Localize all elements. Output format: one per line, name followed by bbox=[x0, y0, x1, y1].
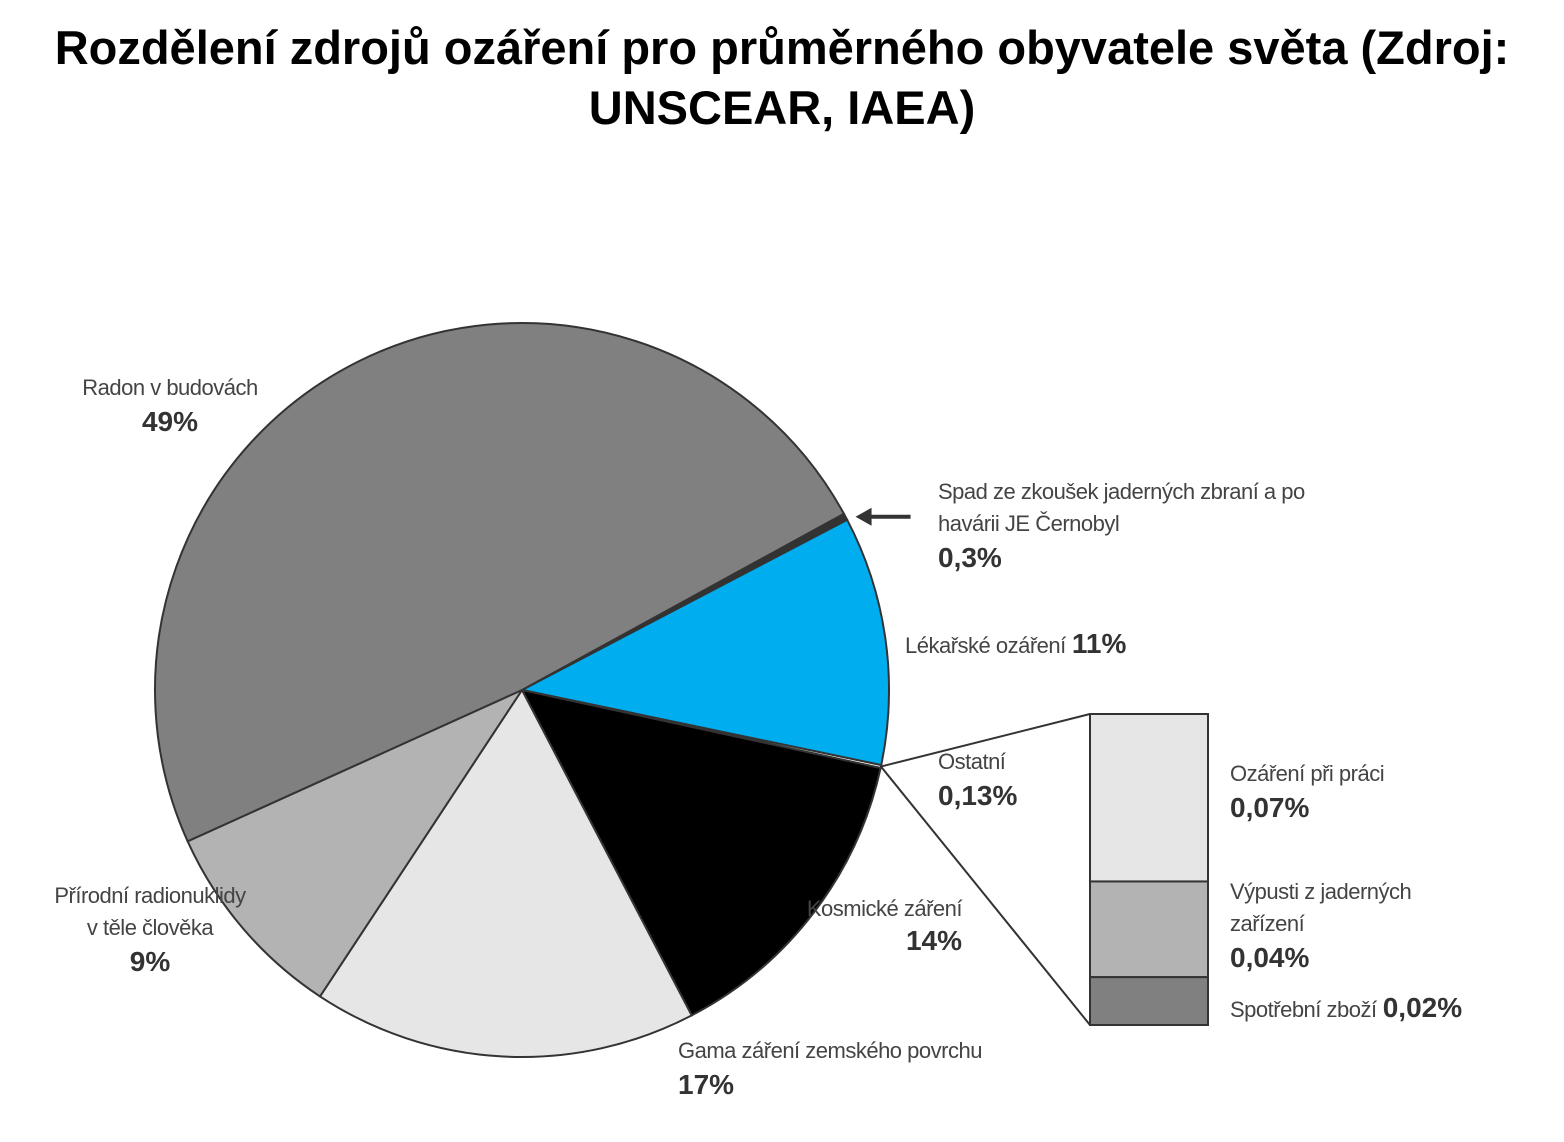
breakdown-label: Spotřební zboží 0,02% bbox=[1230, 992, 1560, 1026]
value-label: 0,04% bbox=[1230, 942, 1310, 973]
connector bbox=[880, 765, 1091, 1026]
category-name: Přírodní radionuklidy v těle člověka bbox=[54, 883, 246, 940]
category-name: Ozáření při práci bbox=[1230, 761, 1385, 786]
slice-label: Lékařské ozáření 11% bbox=[905, 628, 1225, 662]
value-label: 9% bbox=[129, 946, 171, 977]
category-name: Výpusti z jaderných zařízení bbox=[1230, 879, 1412, 936]
slice-label: Kosmické záření 14% bbox=[800, 893, 963, 959]
category-name: Ostatní bbox=[938, 749, 1006, 774]
pie-slice bbox=[519, 518, 890, 767]
arrow-head bbox=[855, 507, 872, 526]
category-name: Spad ze zkoušek jaderných zbraní a po ha… bbox=[938, 479, 1305, 536]
value-label: 0,07% bbox=[1230, 792, 1310, 823]
category-name: Spotřební zboží bbox=[1230, 997, 1377, 1022]
slice-label: Přírodní radionuklidy v těle člověka 9% bbox=[50, 880, 250, 980]
connector bbox=[880, 713, 1091, 768]
value-label: 14% bbox=[905, 925, 962, 956]
slice-label: Spad ze zkoušek jaderných zbraní a po ha… bbox=[938, 476, 1358, 576]
breakdown-label: Výpusti z jaderných zařízení 0,04% bbox=[1230, 876, 1490, 976]
value-label: 17% bbox=[678, 1069, 735, 1100]
pie-slice bbox=[520, 688, 882, 1017]
breakdown-label: Ozáření při práci 0,07% bbox=[1230, 758, 1490, 826]
value-label: 11% bbox=[1071, 628, 1127, 659]
value-label: 0,3% bbox=[938, 542, 1002, 573]
slice-label: Ostatní 0,13% bbox=[938, 746, 1088, 814]
value-label: 49% bbox=[141, 406, 199, 437]
chart-title: Rozdělení zdrojů ozáření pro průměrného … bbox=[54, 21, 1510, 134]
breakdown-segment bbox=[1089, 713, 1209, 883]
category-name: Gama záření zemského povrchu bbox=[678, 1038, 982, 1063]
pie-slice bbox=[154, 322, 846, 843]
slice-label: Radon v budovách 49% bbox=[50, 372, 290, 440]
breakdown-segment bbox=[1089, 880, 1209, 979]
category-name: Kosmické záření bbox=[806, 896, 963, 921]
pie-slice bbox=[318, 688, 694, 1058]
value-label: 0,02% bbox=[1382, 992, 1463, 1023]
breakdown-segment bbox=[1089, 976, 1209, 1027]
category-name: Lékařské ozáření bbox=[905, 633, 1066, 658]
pie-slice bbox=[186, 687, 525, 998]
slice-label: Gama záření zemského povrchu 17% bbox=[678, 1035, 1098, 1103]
category-name: Radon v budovách bbox=[82, 375, 258, 400]
value-label: 0,13% bbox=[938, 780, 1018, 811]
